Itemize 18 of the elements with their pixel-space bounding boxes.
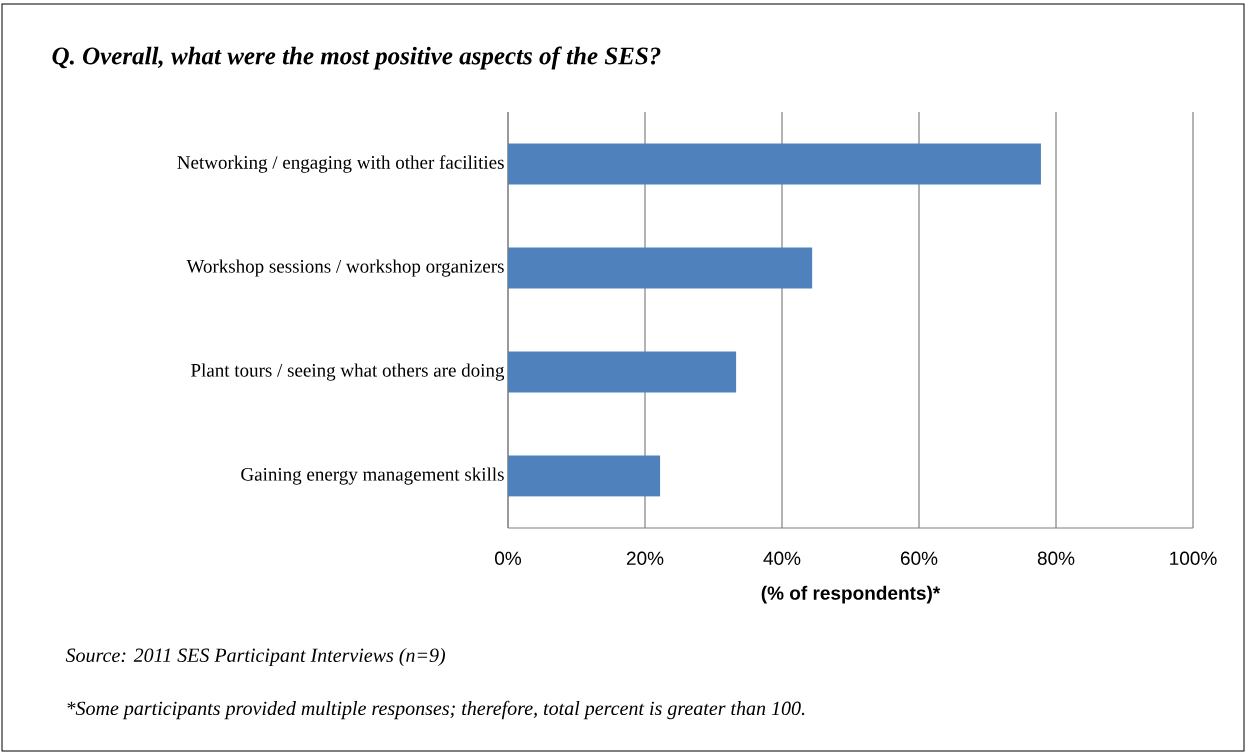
text: *Some participants provided multiple responses; therefore, total percent is greater than 100.: [67, 700, 805, 720]
bar: [508, 247, 813, 289]
x-axis-title: (% of respondents)*: [761, 585, 941, 604]
x-tick-label: 100%: [1170, 551, 1217, 565]
y-tick-label: Gaining energy management skills: [241, 467, 504, 485]
y-tick-label: Workshop sessions / workshop organizers: [186, 259, 504, 277]
x-tick-label: 60%: [900, 551, 938, 565]
y-tick-label: Networking / engaging with other facilities: [177, 155, 504, 173]
y-tick-label: Plant tours / seeing what others are doing: [191, 363, 505, 381]
bar: [508, 143, 1041, 185]
x-tick-label: 0%: [495, 551, 522, 565]
source-note: Source: 2011 SES Participant Interviews (n=9): [65, 647, 446, 667]
bar: [508, 455, 661, 497]
x-tick-label: 40%: [763, 551, 801, 565]
chart-title: Q. Overall, what were the most positive aspects of the SES?: [52, 46, 661, 70]
x-tick-label: 80%: [1037, 551, 1075, 565]
x-tick-label: 20%: [626, 551, 664, 565]
bar: [508, 351, 737, 393]
